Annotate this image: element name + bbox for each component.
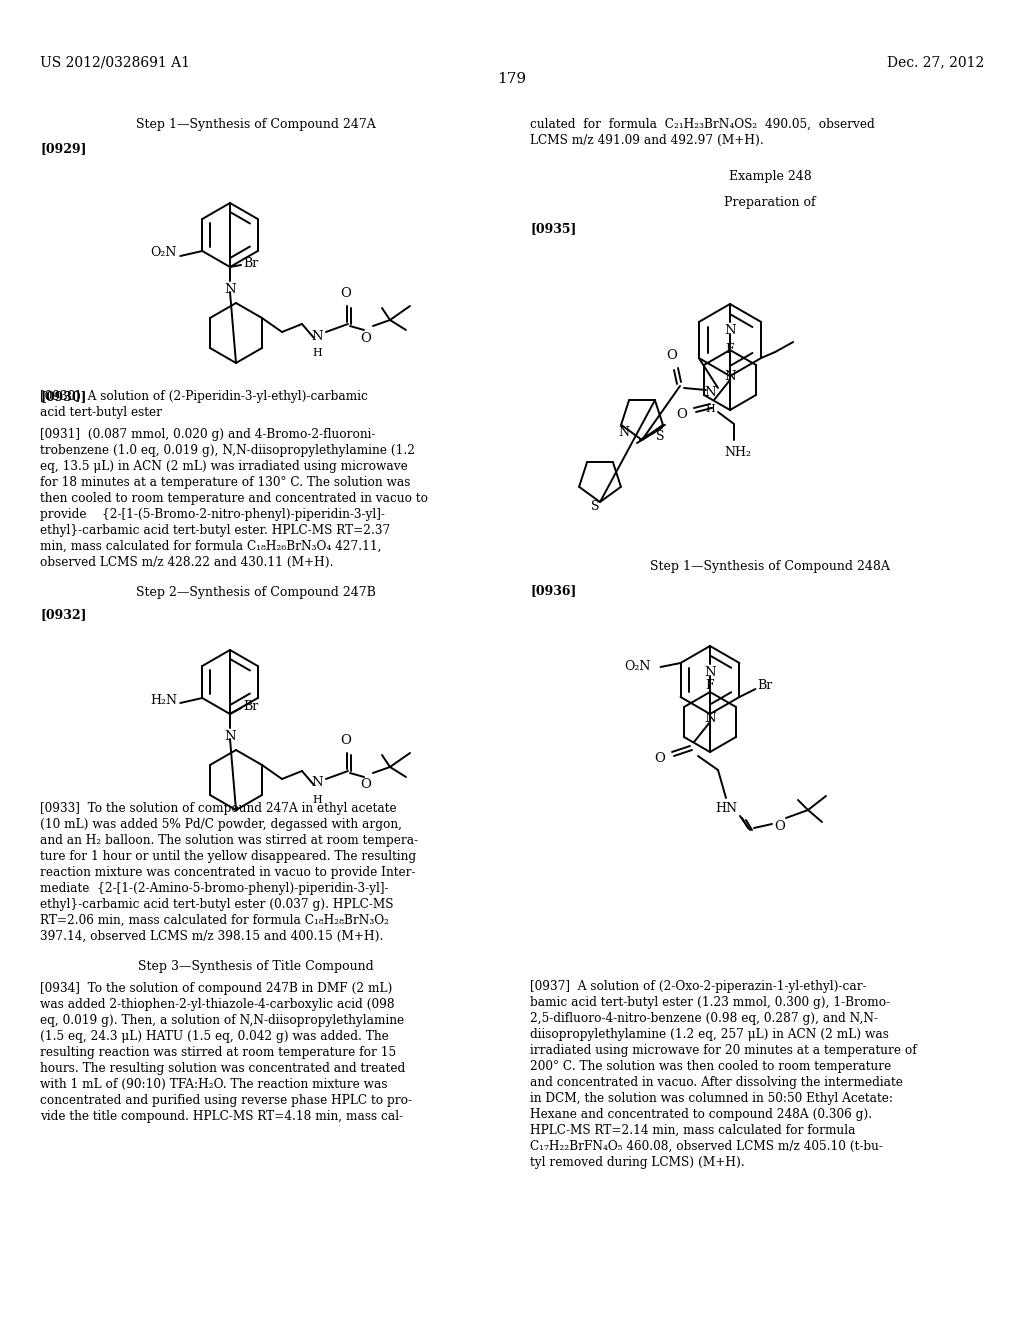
- Text: O: O: [677, 408, 687, 421]
- Text: [0936]: [0936]: [530, 583, 577, 597]
- Text: [0930]: [0930]: [40, 389, 86, 403]
- Text: 179: 179: [498, 73, 526, 86]
- Text: S: S: [655, 429, 665, 442]
- Text: observed LCMS m/z 428.22 and 430.11 (M+H).: observed LCMS m/z 428.22 and 430.11 (M+H…: [40, 556, 334, 569]
- Text: trobenzene (1.0 eq, 0.019 g), N,N-diisopropylethylamine (1.2: trobenzene (1.0 eq, 0.019 g), N,N-diisop…: [40, 444, 415, 457]
- Text: and concentrated in vacuo. After dissolving the intermediate: and concentrated in vacuo. After dissolv…: [530, 1076, 903, 1089]
- Text: Br: Br: [243, 257, 258, 271]
- Text: concentrated and purified using reverse phase HPLC to pro-: concentrated and purified using reverse …: [40, 1094, 412, 1107]
- Text: Br: Br: [758, 678, 773, 692]
- Text: [0932]: [0932]: [40, 609, 86, 620]
- Text: irradiated using microwave for 20 minutes at a temperature of: irradiated using microwave for 20 minute…: [530, 1044, 916, 1057]
- Text: O₂N: O₂N: [151, 247, 177, 260]
- Text: O: O: [667, 348, 678, 362]
- Text: [0930]  A solution of (2-Piperidin-3-yl-ethyl)-carbamic: [0930] A solution of (2-Piperidin-3-yl-e…: [40, 389, 368, 403]
- Text: Preparation of: Preparation of: [724, 195, 816, 209]
- Text: H: H: [312, 348, 322, 358]
- Text: N: N: [724, 323, 736, 337]
- Text: HN: HN: [715, 803, 737, 814]
- Text: 397.14, observed LCMS m/z 398.15 and 400.15 (M+H).: 397.14, observed LCMS m/z 398.15 and 400…: [40, 931, 383, 942]
- Text: N: N: [311, 330, 323, 342]
- Text: [0934]  To the solution of compound 247B in DMF (2 mL): [0934] To the solution of compound 247B …: [40, 982, 392, 995]
- Text: F: F: [706, 678, 715, 692]
- Text: and an H₂ balloon. The solution was stirred at room tempera-: and an H₂ balloon. The solution was stir…: [40, 834, 418, 847]
- Text: F: F: [726, 343, 734, 356]
- Text: Step 1—Synthesis of Compound 247A: Step 1—Synthesis of Compound 247A: [136, 117, 376, 131]
- Text: O: O: [341, 286, 351, 300]
- Text: S: S: [591, 500, 599, 513]
- Text: N: N: [705, 385, 716, 399]
- Text: then cooled to room temperature and concentrated in vacuo to: then cooled to room temperature and conc…: [40, 492, 428, 506]
- Text: hours. The resulting solution was concentrated and treated: hours. The resulting solution was concen…: [40, 1063, 406, 1074]
- Text: Dec. 27, 2012: Dec. 27, 2012: [887, 55, 984, 69]
- Text: [0937]  A solution of (2-Oxo-2-piperazin-1-yl-ethyl)-car-: [0937] A solution of (2-Oxo-2-piperazin-…: [530, 979, 866, 993]
- Text: O: O: [360, 779, 372, 792]
- Text: 2,5-difluoro-4-nitro-benzene (0.98 eq, 0.287 g), and N,N-: 2,5-difluoro-4-nitro-benzene (0.98 eq, 0…: [530, 1012, 878, 1026]
- Text: O: O: [341, 734, 351, 747]
- Text: H: H: [312, 795, 322, 805]
- Text: diisopropylethylamine (1.2 eq, 257 μL) in ACN (2 mL) was: diisopropylethylamine (1.2 eq, 257 μL) i…: [530, 1028, 889, 1041]
- Text: O₂N: O₂N: [625, 660, 651, 673]
- Text: Step 2—Synthesis of Compound 247B: Step 2—Synthesis of Compound 247B: [136, 586, 376, 599]
- Text: [0935]: [0935]: [530, 222, 577, 235]
- Text: Step 1—Synthesis of Compound 248A: Step 1—Synthesis of Compound 248A: [650, 560, 890, 573]
- Text: Example 248: Example 248: [729, 170, 811, 183]
- Text: was added 2-thiophen-2-yl-thiazole-4-carboxylic acid (098: was added 2-thiophen-2-yl-thiazole-4-car…: [40, 998, 394, 1011]
- Text: N: N: [618, 425, 630, 438]
- Text: 200° C. The solution was then cooled to room temperature: 200° C. The solution was then cooled to …: [530, 1060, 891, 1073]
- Text: ture for 1 hour or until the yellow disappeared. The resulting: ture for 1 hour or until the yellow disa…: [40, 850, 416, 863]
- Text: N: N: [705, 711, 716, 725]
- Text: N: N: [705, 667, 716, 678]
- Text: Step 3—Synthesis of Title Compound: Step 3—Synthesis of Title Compound: [138, 960, 374, 973]
- Text: N: N: [724, 370, 736, 383]
- Text: culated  for  formula  C₂₁H₂₃BrN₄OS₂  490.05,  observed: culated for formula C₂₁H₂₃BrN₄OS₂ 490.05…: [530, 117, 874, 131]
- Text: LCMS m/z 491.09 and 492.97 (M+H).: LCMS m/z 491.09 and 492.97 (M+H).: [530, 135, 764, 147]
- Text: (1.5 eq, 24.3 μL) HATU (1.5 eq, 0.042 g) was added. The: (1.5 eq, 24.3 μL) HATU (1.5 eq, 0.042 g)…: [40, 1030, 389, 1043]
- Text: ethyl}-carbamic acid tert-butyl ester (0.037 g). HPLC-MS: ethyl}-carbamic acid tert-butyl ester (0…: [40, 898, 393, 911]
- Text: O: O: [774, 820, 785, 833]
- Text: RT=2.06 min, mass calculated for formula C₁₈H₂₈BrN₃O₂: RT=2.06 min, mass calculated for formula…: [40, 913, 389, 927]
- Text: acid tert-butyl ester: acid tert-butyl ester: [40, 407, 162, 418]
- Text: [0929]: [0929]: [40, 143, 86, 154]
- Text: C₁₇H₂₂BrFN₄O₅ 460.08, observed LCMS m/z 405.10 (t-bu-: C₁₇H₂₂BrFN₄O₅ 460.08, observed LCMS m/z …: [530, 1140, 883, 1152]
- Text: Br: Br: [243, 700, 258, 713]
- Text: with 1 mL of (90:10) TFA:H₂O. The reaction mixture was: with 1 mL of (90:10) TFA:H₂O. The reacti…: [40, 1078, 387, 1092]
- Text: (10 mL) was added 5% Pd/C powder, degassed with argon,: (10 mL) was added 5% Pd/C powder, degass…: [40, 818, 402, 832]
- Text: N: N: [224, 730, 236, 743]
- Text: min, mass calculated for formula C₁₈H₂₆BrN₃O₄ 427.11,: min, mass calculated for formula C₁₈H₂₆B…: [40, 540, 382, 553]
- Text: NH₂: NH₂: [725, 446, 752, 459]
- Text: Hexane and concentrated to compound 248A (0.306 g).: Hexane and concentrated to compound 248A…: [530, 1107, 872, 1121]
- Text: H: H: [706, 404, 715, 414]
- Text: provide    {2-[1-(5-Bromo-2-nitro-phenyl)-piperidin-3-yl]-: provide {2-[1-(5-Bromo-2-nitro-phenyl)-p…: [40, 508, 385, 521]
- Text: for 18 minutes at a temperature of 130° C. The solution was: for 18 minutes at a temperature of 130° …: [40, 477, 411, 488]
- Text: resulting reaction was stirred at room temperature for 15: resulting reaction was stirred at room t…: [40, 1045, 396, 1059]
- Text: ethyl}-carbamic acid tert-butyl ester. HPLC-MS RT=2.37: ethyl}-carbamic acid tert-butyl ester. H…: [40, 524, 390, 537]
- Text: [0931]  (0.087 mmol, 0.020 g) and 4-Bromo-2-fluoroni-: [0931] (0.087 mmol, 0.020 g) and 4-Bromo…: [40, 428, 376, 441]
- Text: HPLC-MS RT=2.14 min, mass calculated for formula: HPLC-MS RT=2.14 min, mass calculated for…: [530, 1125, 855, 1137]
- Text: N: N: [224, 282, 236, 296]
- Text: O: O: [360, 331, 372, 345]
- Text: eq, 0.019 g). Then, a solution of N,N-diisopropylethylamine: eq, 0.019 g). Then, a solution of N,N-di…: [40, 1014, 404, 1027]
- Text: in DCM, the solution was columned in 50:50 Ethyl Acetate:: in DCM, the solution was columned in 50:…: [530, 1092, 893, 1105]
- Text: N: N: [311, 776, 323, 789]
- Text: bamic acid tert-butyl ester (1.23 mmol, 0.300 g), 1-Bromo-: bamic acid tert-butyl ester (1.23 mmol, …: [530, 997, 890, 1008]
- Text: eq, 13.5 μL) in ACN (2 mL) was irradiated using microwave: eq, 13.5 μL) in ACN (2 mL) was irradiate…: [40, 459, 408, 473]
- Text: US 2012/0328691 A1: US 2012/0328691 A1: [40, 55, 190, 69]
- Text: [0933]  To the solution of compound 247A in ethyl acetate: [0933] To the solution of compound 247A …: [40, 803, 396, 814]
- Text: mediate  {2-[1-(2-Amino-5-bromo-phenyl)-piperidin-3-yl]-: mediate {2-[1-(2-Amino-5-bromo-phenyl)-p…: [40, 882, 388, 895]
- Text: reaction mixture was concentrated in vacuo to provide Inter-: reaction mixture was concentrated in vac…: [40, 866, 416, 879]
- Text: H₂N: H₂N: [151, 693, 177, 706]
- Text: tyl removed during LCMS) (M+H).: tyl removed during LCMS) (M+H).: [530, 1156, 744, 1170]
- Text: vide the title compound. HPLC-MS RT=4.18 min, mass cal-: vide the title compound. HPLC-MS RT=4.18…: [40, 1110, 403, 1123]
- Text: O: O: [654, 751, 666, 764]
